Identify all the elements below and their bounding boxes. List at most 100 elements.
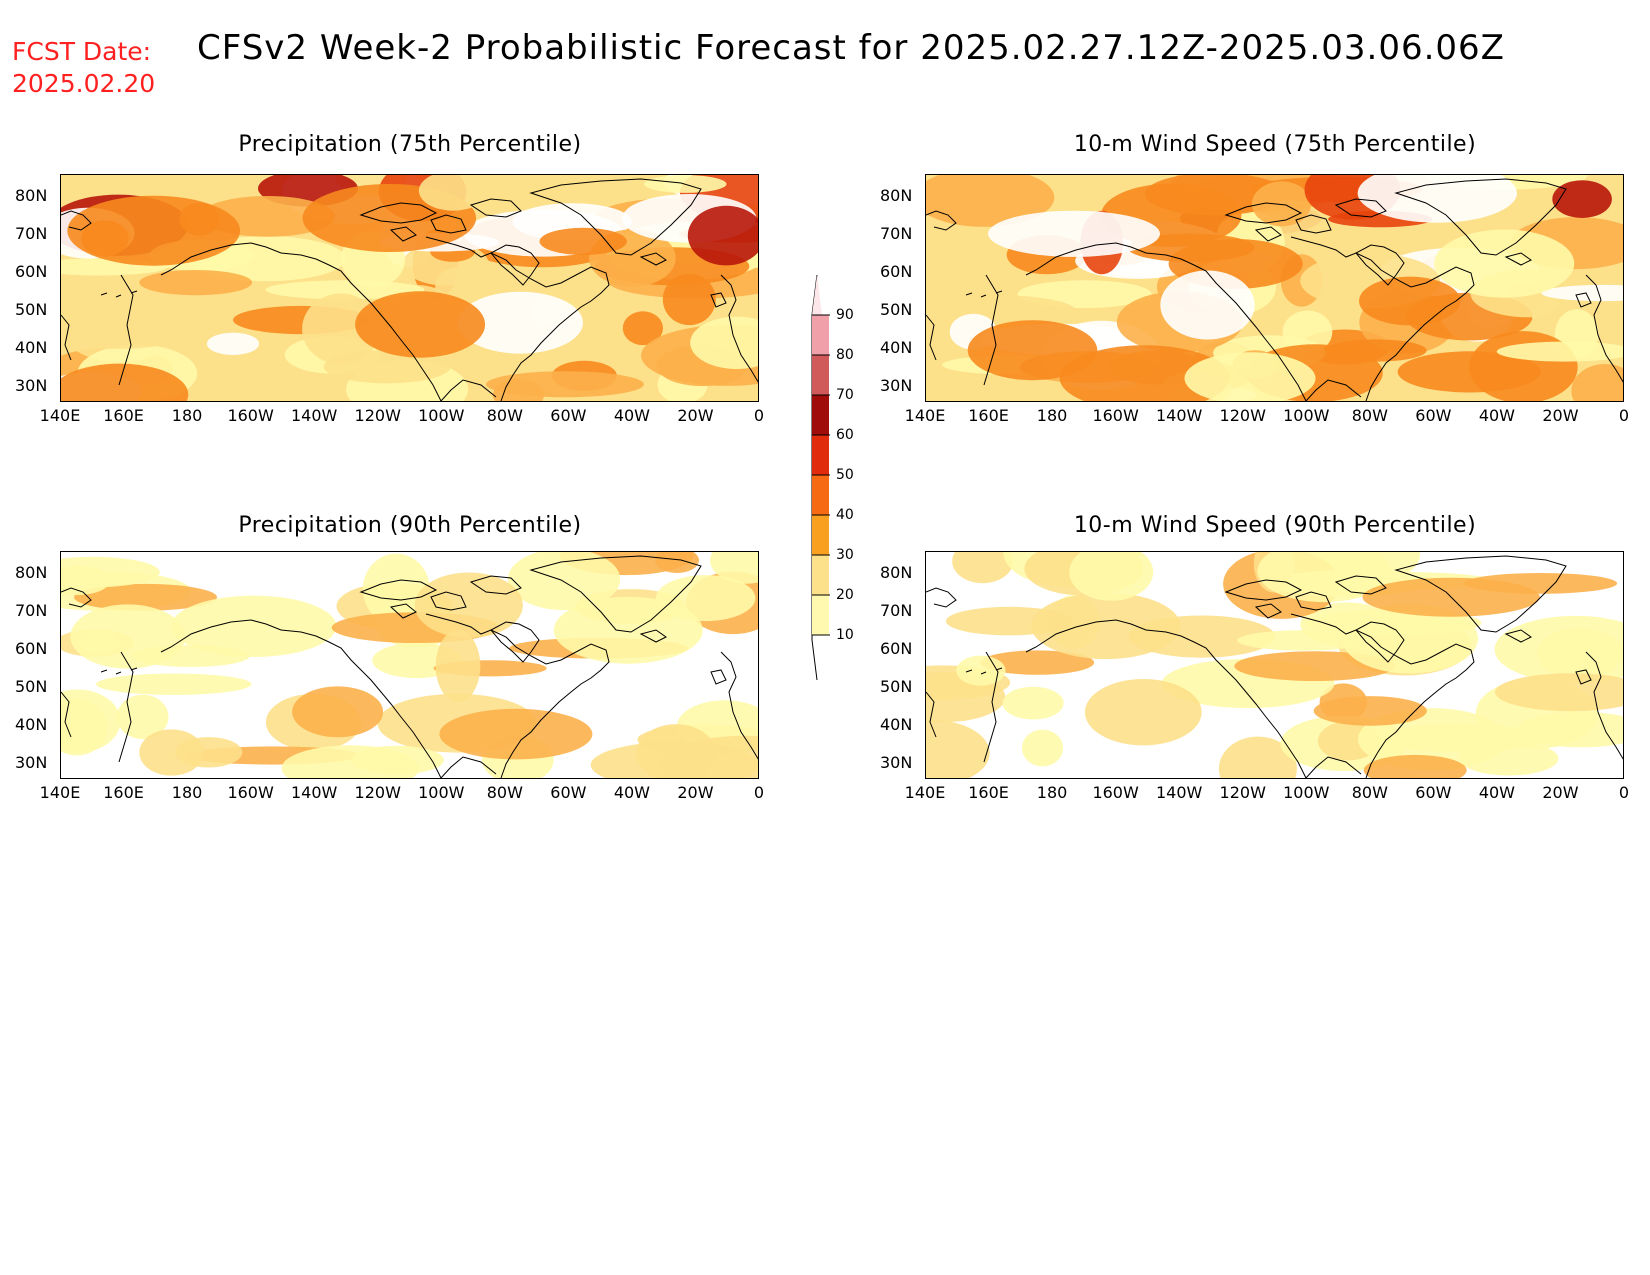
probability-contour-patch [355, 291, 486, 358]
probability-contour-patch [1059, 345, 1230, 401]
coastline-path [61, 314, 72, 361]
coastline-path [1575, 669, 1592, 685]
coastline-path [1334, 575, 1387, 595]
lon-tick-label: 60W [550, 783, 587, 802]
coastlines [926, 555, 1623, 778]
coastline-path [1575, 292, 1592, 308]
fcst-date-value: 2025.02.20 [12, 69, 156, 98]
probability-contour-patch [967, 320, 1098, 381]
coastline-path [61, 587, 92, 608]
coastline-path [359, 202, 438, 224]
probability-contour-patch [61, 565, 111, 595]
probability-contour-patch [660, 735, 758, 778]
colorbar-swatch-10-20 [812, 595, 829, 635]
probability-contour-patch [486, 371, 644, 398]
colorbar-label: 30 [836, 547, 854, 563]
colorbar-label: 20 [836, 587, 854, 603]
lat-tick-label: 30N [15, 753, 48, 772]
coastline-path [1224, 202, 1303, 224]
probability-contour-patch [1552, 180, 1612, 218]
coastline-path [710, 669, 727, 685]
lon-tick-label: 100W [1283, 406, 1330, 425]
lon-tick-label: 60W [1415, 406, 1452, 425]
coastline-path [160, 242, 442, 401]
lon-tick-label: 0 [753, 783, 765, 802]
lat-tick-label: 80N [15, 186, 48, 205]
probability-contour-patch [926, 719, 990, 778]
probability-contour-patch [956, 655, 1006, 686]
probability-contour-patch [1541, 284, 1623, 302]
lon-tick-label: 140E [39, 783, 81, 802]
probability-contour-patch [139, 270, 253, 296]
lon-tick-label: 160W [227, 406, 274, 425]
coastline-path [430, 214, 467, 234]
coastlines [926, 178, 1623, 401]
lon-tick-label: 160W [1092, 406, 1139, 425]
colorbar-swatch-40-50 [812, 475, 829, 515]
probability-contour-patch [70, 604, 186, 669]
coastline-path [425, 236, 610, 401]
coastline-path [720, 651, 758, 760]
lat-tick-label: 30N [880, 753, 913, 772]
map-wind-75 [925, 174, 1624, 402]
probability-contour-patch [1342, 603, 1478, 674]
coastline-path [926, 587, 957, 608]
colorbar-label: 60 [836, 427, 854, 443]
probability-contour-patch [1494, 615, 1623, 683]
lon-tick-label: 80W [486, 406, 523, 425]
probability-contour-patch [553, 596, 703, 664]
coastlines [61, 178, 758, 401]
coastline-path [389, 603, 417, 619]
coastline-path [359, 579, 438, 601]
coastline-path [469, 575, 522, 595]
lon-tick-label: 120W [1219, 406, 1266, 425]
lon-tick-label: 20W [1542, 783, 1579, 802]
coastline-path [1394, 178, 1567, 256]
coastline-path [983, 274, 999, 386]
lon-tick-label: 140W [290, 406, 338, 425]
lat-tick-label: 80N [880, 563, 913, 582]
lon-tick-label: 120W [1219, 783, 1266, 802]
probability-contour-patch [1069, 552, 1154, 601]
panel-title-precip-90: Precipitation (90th Percentile) [238, 513, 582, 538]
probability-contour-patch [1184, 352, 1316, 401]
coastline-path [1295, 214, 1332, 234]
coastline-path [440, 379, 497, 401]
lat-tick-label: 60N [15, 262, 48, 281]
coastline-path [983, 651, 999, 763]
probability-contour-patch [171, 595, 337, 657]
coastline-path [490, 244, 540, 286]
coastline-path [430, 591, 467, 611]
probability-contour-patch [980, 650, 1095, 675]
lon-tick-label: 140W [1155, 783, 1203, 802]
probability-contour-patch [1257, 552, 1392, 603]
coastline-path [160, 619, 442, 778]
coastline-path [926, 210, 957, 231]
coastlines [61, 555, 758, 778]
map-canvas [926, 552, 1623, 778]
lat-tick-label: 50N [880, 300, 913, 319]
lat-tick-label: 50N [15, 677, 48, 696]
colorbar-label: 80 [836, 347, 854, 363]
lon-tick-label: 180 [171, 783, 203, 802]
coastline-path [1355, 244, 1405, 286]
coastline-path [100, 290, 138, 298]
page-title: CFSv2 Week-2 Probabilistic Forecast for … [197, 28, 1505, 68]
probability-contour-patch [662, 273, 716, 326]
panel-title-wind-90: 10-m Wind Speed (90th Percentile) [1073, 513, 1477, 538]
probability-contour-patch [1363, 754, 1467, 778]
probability-contour-patch [1496, 341, 1623, 362]
probability-contour-patch [687, 205, 758, 266]
probability-contour-patch [655, 575, 756, 622]
colorbar-label: 70 [836, 387, 854, 403]
probability-contour-patch [116, 694, 169, 740]
coastline-path [529, 555, 702, 633]
colorbar-triangle-top [812, 275, 822, 315]
probability-contour-patch [952, 552, 1014, 584]
probability-contour-patch [507, 552, 621, 611]
lat-tick-label: 70N [15, 601, 48, 620]
map-precip-90 [60, 551, 759, 779]
lon-tick-label: 180 [1036, 783, 1068, 802]
probability-contour-patch [622, 311, 664, 346]
lon-tick-label: 120W [354, 406, 401, 425]
